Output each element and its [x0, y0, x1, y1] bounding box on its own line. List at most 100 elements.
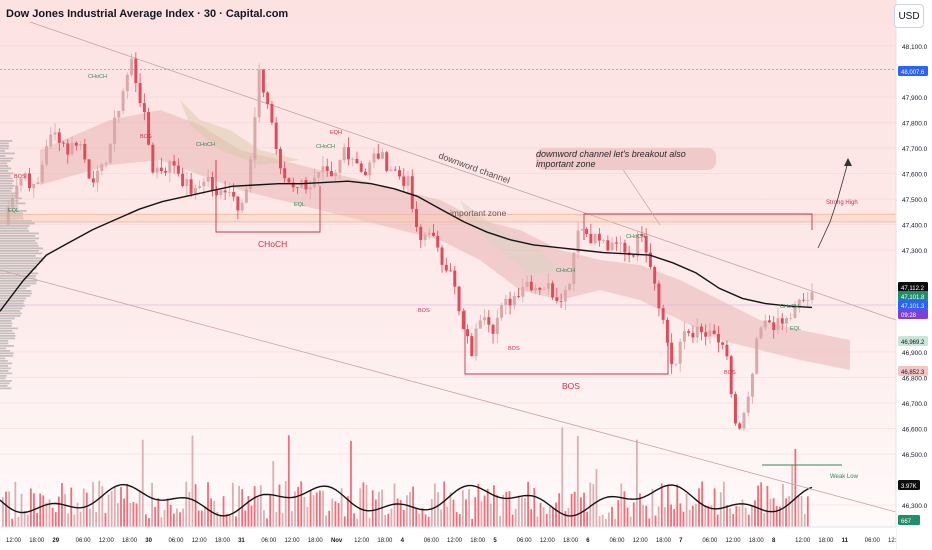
candle	[134, 58, 138, 84]
profile-bar	[0, 187, 13, 190]
volume-bar	[64, 494, 66, 527]
volume-bar	[626, 507, 629, 527]
volume-bar	[163, 509, 166, 527]
candle	[525, 281, 529, 288]
structure-tag: BOS	[14, 174, 26, 180]
candle	[691, 332, 695, 338]
candle	[96, 170, 100, 183]
candle	[670, 342, 674, 365]
volume-bar	[592, 484, 595, 527]
volume-bar	[430, 498, 433, 527]
candle	[176, 165, 180, 174]
price-badge-label: 46,969.2	[901, 340, 925, 346]
volume-bar	[440, 509, 442, 527]
volume-bar	[698, 488, 700, 527]
currency-button[interactable]: USD	[894, 4, 924, 28]
candle	[117, 110, 121, 118]
volume-bar	[679, 503, 682, 527]
time-tick-label: 29	[52, 538, 59, 544]
volume-bar	[318, 490, 321, 527]
time-tick-label: 06:00	[424, 538, 440, 544]
candle	[287, 178, 291, 183]
profile-bar	[0, 325, 12, 327]
profile-bar	[0, 267, 37, 270]
time-tick-label: 12:00	[795, 538, 811, 544]
candle	[23, 173, 27, 179]
candle	[113, 117, 117, 144]
structure-tag: BOS	[724, 370, 736, 376]
candle	[261, 69, 265, 93]
structure-tag: CHoCH	[626, 234, 645, 240]
time-tick-label: 12:00	[447, 538, 463, 544]
volume-bar	[269, 493, 272, 527]
candle	[291, 182, 295, 188]
candle	[776, 318, 780, 330]
profile-bar	[0, 232, 39, 235]
structure-tag: EQH	[330, 130, 342, 136]
candle	[215, 190, 219, 196]
time-tick-label: 12:00	[6, 538, 22, 544]
volume-bar	[421, 508, 424, 527]
profile-bar	[0, 367, 11, 370]
candle	[57, 132, 61, 143]
volume-bar	[744, 507, 747, 527]
volume-bar	[42, 495, 45, 527]
candle	[372, 153, 376, 163]
choch-label: CHoCH	[258, 239, 287, 249]
volume-bar	[443, 481, 446, 527]
volume-bar	[371, 490, 374, 527]
candle	[797, 299, 801, 307]
volume-bar	[272, 461, 275, 527]
volume-bar	[586, 511, 589, 527]
volume-bar	[648, 518, 651, 527]
time-tick-label: 12:00	[633, 538, 649, 544]
profile-bar	[0, 235, 36, 237]
volume-bar	[350, 440, 352, 527]
time-tick-label: 06:00	[702, 538, 718, 544]
volume-bar	[542, 507, 545, 527]
profile-bar	[0, 305, 25, 307]
candle	[440, 247, 444, 265]
profile-bar	[0, 345, 14, 347]
volume-bar	[11, 518, 14, 527]
candle	[419, 226, 423, 240]
volume-bar	[200, 510, 203, 527]
volume-bar	[334, 501, 337, 527]
candle	[733, 394, 737, 424]
candle	[53, 132, 57, 135]
volume-bar	[185, 481, 188, 527]
candle	[342, 147, 346, 161]
candle	[355, 158, 359, 164]
profile-bar	[0, 177, 13, 180]
volume-bar	[135, 503, 138, 527]
profile-bar	[0, 292, 32, 295]
volume-bar	[667, 485, 669, 527]
candle	[810, 292, 814, 301]
candle	[28, 173, 32, 189]
profile-bar	[0, 377, 6, 380]
profile-bar	[0, 160, 11, 162]
volume-bar	[474, 497, 477, 527]
profile-bar	[0, 355, 13, 357]
candle	[784, 318, 788, 324]
time-tick-label: 6	[586, 538, 590, 544]
volume-bar	[685, 493, 688, 527]
time-axis[interactable]: 12:00 18:00 29 06:00 12:00 18:00 30 06:00 12:00 1…	[0, 526, 897, 550]
profile-bar	[0, 257, 44, 260]
time-tick-label: 12:00	[192, 538, 208, 544]
price-axis[interactable]: 48,100.0 47,900.0 47,800.0 47,700.0 47,600.0…	[895, 0, 932, 550]
volume-bar	[85, 492, 88, 527]
volume-bar	[480, 501, 483, 527]
volume-bar	[785, 498, 787, 527]
volume-bar	[256, 497, 259, 527]
volume-bar	[365, 484, 368, 527]
profile-bar	[0, 180, 14, 182]
ichimoku-cloud	[40, 100, 850, 370]
candle	[270, 104, 274, 123]
price-tick-label: 46,700.0	[902, 401, 928, 408]
profile-bar	[0, 185, 15, 187]
time-tick-label: 18:00	[308, 538, 324, 544]
candle	[189, 179, 193, 194]
time-tick-label: 06:00	[865, 538, 881, 544]
